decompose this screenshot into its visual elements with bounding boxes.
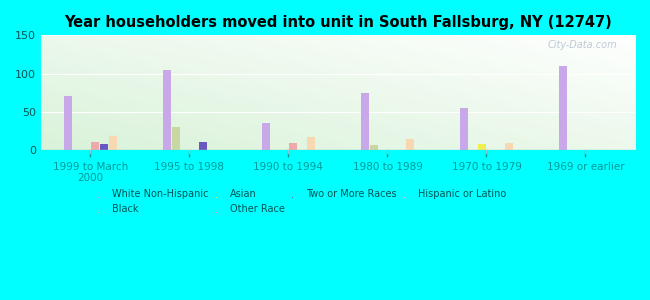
Title: Year householders moved into unit in South Fallsburg, NY (12747): Year householders moved into unit in Sou… [64, 15, 612, 30]
Bar [100, 144, 108, 150]
Bar [460, 108, 468, 150]
Bar [199, 142, 207, 150]
Bar [307, 137, 315, 150]
Bar [163, 70, 171, 150]
Text: City-Data.com: City-Data.com [547, 40, 618, 50]
Bar [64, 97, 72, 150]
Bar [559, 66, 567, 150]
Legend: White Non-Hispanic, Black, Asian, Other Race, Two or More Races, Hispanic or Lat: White Non-Hispanic, Black, Asian, Other … [98, 189, 506, 214]
Bar [91, 142, 99, 150]
Bar [361, 93, 369, 150]
Bar [289, 143, 297, 150]
Bar [505, 143, 513, 150]
Bar [262, 123, 270, 150]
Bar [109, 136, 116, 150]
Bar [370, 145, 378, 150]
Bar [406, 139, 413, 150]
Bar [478, 144, 486, 150]
Bar [172, 127, 180, 150]
